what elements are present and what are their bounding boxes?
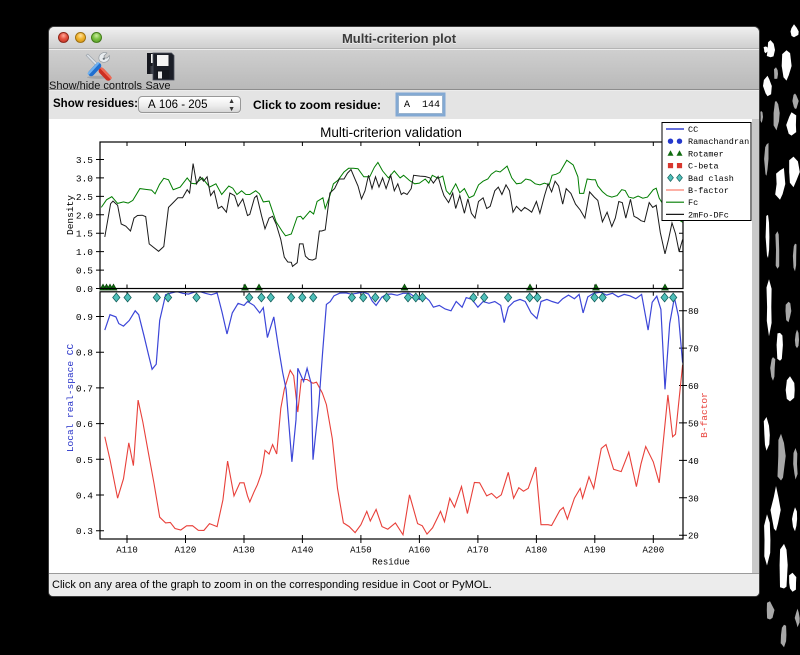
svg-text:A200: A200 (643, 546, 665, 556)
svg-text:60: 60 (688, 382, 699, 392)
svg-text:2mFo-DFc: 2mFo-DFc (688, 210, 729, 220)
svg-text:Density: Density (65, 195, 76, 235)
svg-text:Residue: Residue (372, 558, 410, 568)
svg-text:70: 70 (688, 345, 699, 355)
svg-text:Rotamer: Rotamer (688, 149, 724, 159)
svg-text:40: 40 (688, 457, 699, 467)
svg-text:20: 20 (688, 532, 699, 542)
svg-text:Local real-space CC: Local real-space CC (65, 344, 76, 453)
svg-text:0.8: 0.8 (76, 348, 93, 359)
svg-text:2.0: 2.0 (76, 210, 93, 221)
svg-text:0.5: 0.5 (76, 266, 93, 277)
svg-text:Multi-criterion validation: Multi-criterion validation (320, 125, 462, 140)
svg-text:A140: A140 (292, 546, 314, 556)
svg-text:3.0: 3.0 (76, 173, 93, 184)
svg-text:A160: A160 (409, 546, 431, 556)
svg-text:0.0: 0.0 (76, 284, 93, 295)
svg-text:B-factor: B-factor (699, 392, 710, 438)
svg-text:A130: A130 (233, 546, 255, 556)
svg-text:A190: A190 (584, 546, 606, 556)
svg-text:A110: A110 (116, 546, 138, 556)
svg-text:50: 50 (688, 419, 699, 429)
svg-text:0.7: 0.7 (76, 383, 93, 394)
svg-text:1.0: 1.0 (76, 247, 93, 258)
svg-text:30: 30 (688, 494, 699, 504)
svg-text:0.3: 0.3 (76, 526, 93, 537)
svg-text:A170: A170 (467, 546, 489, 556)
svg-text:B-factor: B-factor (688, 186, 729, 196)
svg-text:3.5: 3.5 (76, 155, 93, 166)
svg-text:A150: A150 (350, 546, 372, 556)
svg-text:2.5: 2.5 (76, 192, 93, 203)
svg-text:CC: CC (688, 125, 698, 135)
svg-text:Ramachandran: Ramachandran (688, 137, 749, 147)
svg-text:0.5: 0.5 (76, 455, 93, 466)
svg-text:1.5: 1.5 (76, 229, 93, 240)
svg-text:A120: A120 (175, 546, 197, 556)
svg-text:Bad clash: Bad clash (688, 174, 734, 184)
svg-text:0.9: 0.9 (76, 312, 93, 323)
svg-text:C-beta: C-beta (688, 162, 719, 172)
svg-text:A180: A180 (526, 546, 548, 556)
svg-text:Fc: Fc (688, 198, 698, 208)
svg-text:0.4: 0.4 (76, 491, 93, 502)
svg-text:80: 80 (688, 307, 699, 317)
svg-text:0.6: 0.6 (76, 419, 93, 430)
